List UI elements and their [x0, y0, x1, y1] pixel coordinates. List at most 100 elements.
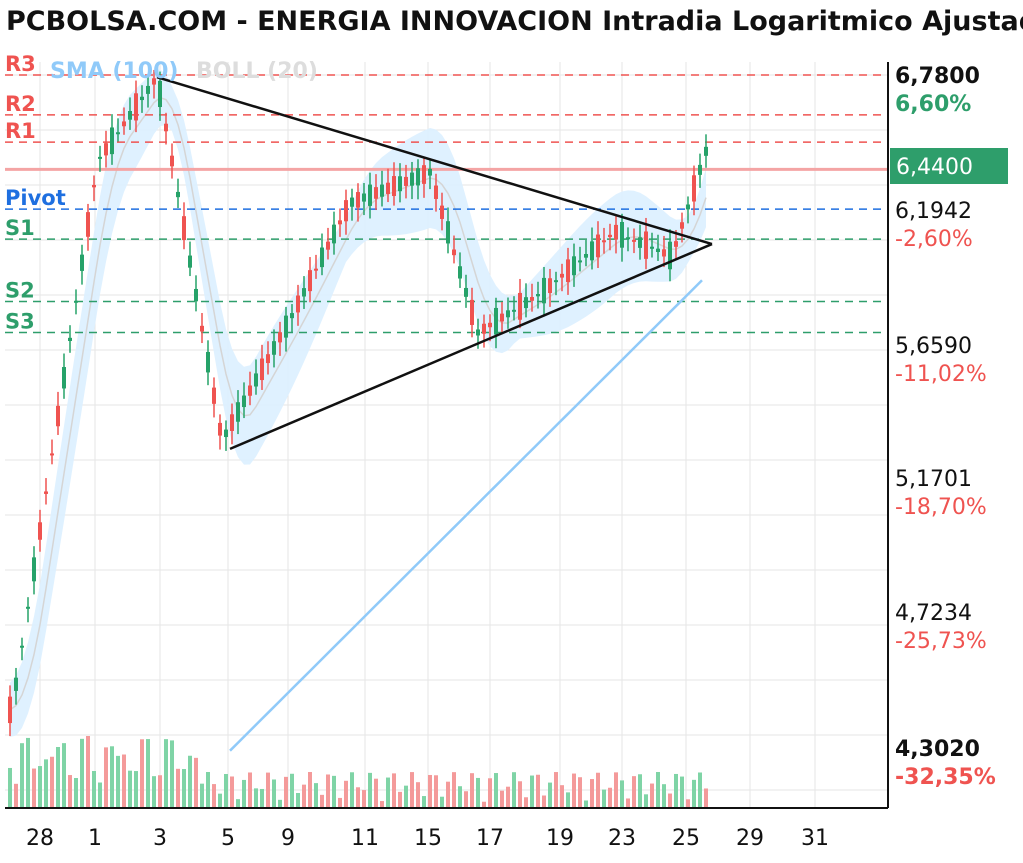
candle-body [608, 234, 612, 238]
candle-body [320, 247, 324, 268]
candle-body [98, 156, 102, 159]
volume-bar [596, 772, 600, 808]
volume-bar [104, 747, 108, 808]
candle-body [26, 606, 30, 609]
percent-tick-label: 6,60% [895, 92, 971, 117]
date-tick-label: 3 [153, 826, 167, 851]
volume-bar [656, 772, 660, 808]
volume-bar [236, 799, 240, 808]
volume-bar [20, 743, 24, 808]
date-axis: 28 1 3 5 9 11 15 17 19 23 25 29 31 [26, 826, 829, 851]
volume-bar [188, 755, 192, 808]
volume-bar [350, 772, 354, 808]
volume-bar [464, 791, 468, 808]
volume-bar [206, 772, 210, 808]
volume-bar [560, 785, 564, 808]
candle-body [44, 491, 48, 494]
candle-body [50, 453, 54, 456]
volume-bar [500, 790, 504, 808]
volume-bar [614, 772, 618, 808]
volume-bar [452, 772, 456, 808]
candle-body [182, 216, 186, 240]
candle-body [692, 175, 696, 202]
candlesticks [8, 69, 708, 737]
volume-bar [542, 795, 546, 808]
candle-body [86, 212, 90, 237]
legend-sma: SMA (100) [50, 59, 178, 84]
candle-body [212, 387, 216, 404]
candle-body [146, 85, 150, 94]
candle-body [326, 241, 330, 250]
date-tick-label: 1 [88, 826, 102, 851]
volume-bar [176, 768, 180, 808]
volume-bar [692, 779, 696, 808]
volume-bar [638, 774, 642, 808]
sma-100-line [229, 279, 703, 752]
volume-bar [584, 800, 588, 808]
candle-body [422, 165, 426, 184]
axes [5, 62, 889, 809]
candle-body [110, 127, 114, 155]
volume-bar [26, 737, 30, 808]
volume-bar [272, 779, 276, 808]
volume-bar [362, 790, 366, 808]
volume-bar [284, 776, 288, 808]
candle-body [20, 645, 24, 648]
date-tick-label: 23 [608, 826, 636, 851]
volume-bar [116, 755, 120, 808]
candle-body [332, 224, 336, 244]
candle-body [572, 256, 576, 276]
candle-body [392, 176, 396, 197]
candle-body [356, 192, 360, 208]
pivot-label-r3: R3 [5, 52, 36, 76]
volume-bar [14, 783, 18, 808]
volume-bar [404, 785, 408, 808]
pivot-label-s2: S2 [5, 279, 35, 303]
candle-body [296, 295, 300, 313]
pivot-labels: R3 R2 R1 Pivot S1 S2 S3 [5, 52, 66, 333]
volume-bar [302, 784, 306, 808]
candle-body [302, 288, 306, 297]
candle-body [308, 270, 312, 292]
date-tick-label: 28 [26, 826, 54, 851]
volume-bar [416, 782, 420, 808]
candle-body [680, 222, 684, 229]
candle-body [260, 358, 264, 381]
volume-bars [8, 735, 708, 808]
volume-bar [524, 797, 528, 808]
volume-bar [164, 739, 168, 808]
volume-bar [476, 777, 480, 808]
volume-bar [530, 775, 534, 808]
date-tick-label: 5 [221, 826, 235, 851]
pivot-label-r1: R1 [5, 119, 36, 143]
candle-body [590, 241, 594, 261]
volume-bar [248, 772, 252, 808]
volume-bar [356, 787, 360, 808]
trendline [156, 75, 713, 246]
candle-body [290, 313, 294, 319]
volume-bar [608, 787, 612, 808]
candle-body [554, 280, 558, 283]
volume-bar [554, 772, 558, 808]
candle-body [242, 395, 246, 408]
candle-body [518, 292, 522, 320]
date-tick-label: 19 [546, 826, 574, 851]
volume-bar [626, 798, 630, 808]
volume-bar [332, 775, 336, 808]
price-tick-label: 5,1701 [895, 467, 972, 492]
candle-body [80, 254, 84, 271]
date-tick-label: 11 [351, 826, 379, 851]
pivot-levels [5, 74, 888, 334]
volume-bar [344, 780, 348, 808]
candle-body [62, 367, 66, 389]
price-tick-label: 6,1942 [895, 199, 972, 224]
candle-body [614, 224, 618, 240]
percent-tick-label: -11,02% [895, 362, 987, 387]
candle-body [488, 322, 492, 328]
percent-tick-label: -18,70% [895, 495, 987, 520]
candle-body [68, 337, 72, 342]
candle-body [200, 325, 204, 332]
volume-bar [680, 776, 684, 808]
volume-bar [278, 799, 282, 808]
